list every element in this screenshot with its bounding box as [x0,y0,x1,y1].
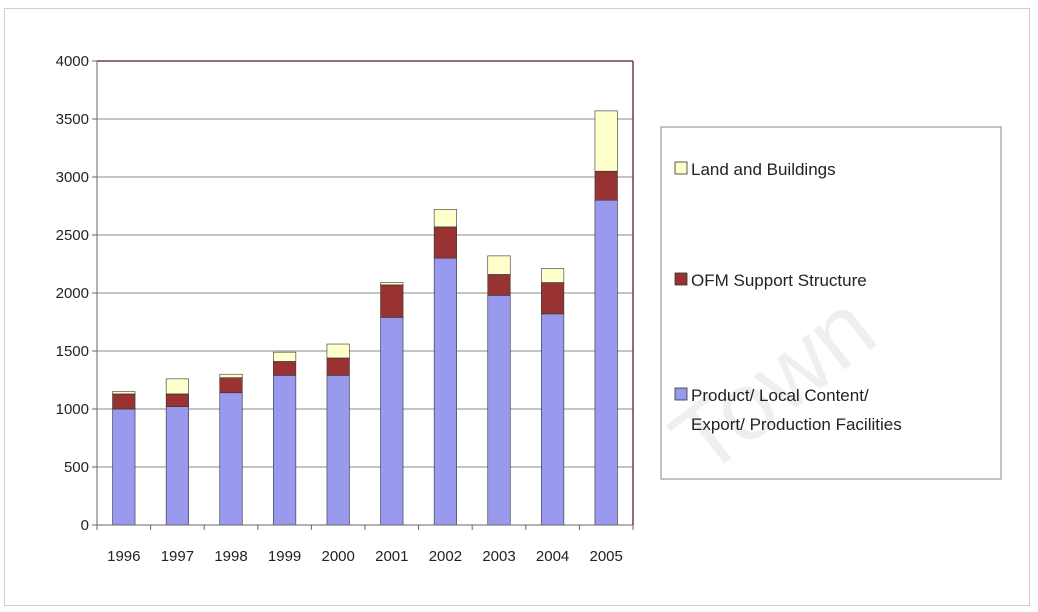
bar-segment [326,375,350,526]
bar-segment [594,110,618,172]
bar-segment [594,170,618,201]
y-tick-label: 1500 [56,343,89,360]
legend: Land and Buildings OFM Support Structure P… [660,126,1002,480]
bar-segment [112,408,136,526]
x-tick-label: 2002 [429,548,462,565]
bar-segment [487,255,511,275]
bar-segment [219,377,243,394]
bar-segment [380,284,404,318]
legend-box [660,126,1002,480]
bar-segment [326,357,350,376]
axes: 0 500 1000 1500 2000 2500 3000 3500 4000 1996 1997… [56,53,634,565]
bar-segment [380,282,404,286]
x-tick-label: 1997 [161,548,194,565]
bar-segment [326,343,350,359]
legend-label: Export/ Production Facilities [691,415,902,434]
bar-segment [165,406,189,526]
bar-segment [165,393,189,407]
x-tick-label: 1999 [268,548,301,565]
x-tick-label: 2001 [375,548,408,565]
legend-label: Land and Buildings [691,160,836,179]
bar-segment [273,375,297,526]
bar-segment [433,209,457,228]
legend-label: Product/ Local Content/ [691,386,869,405]
bar-segment [433,226,457,259]
legend-swatch [674,272,688,286]
bar-segment [541,268,565,283]
bar-segment [112,393,136,410]
x-tick-label: 1996 [107,548,140,565]
x-tick-label: 2000 [322,548,355,565]
y-tick-label: 1000 [56,401,89,418]
stacked-bar-chart: 0 500 1000 1500 2000 2500 3000 3500 4000 1996 1997… [56,53,1002,565]
bar-segment [433,257,457,526]
y-tick-label: 0 [81,517,89,534]
y-tick-label: 3000 [56,169,89,186]
legend-swatch [674,161,688,175]
legend-label: OFM Support Structure [691,271,867,290]
bar-segment [165,378,189,395]
chart-frame: 0 500 1000 1500 2000 2500 3000 3500 4000 1996 1997… [4,8,1030,606]
x-tick-label: 1998 [214,548,247,565]
y-tick-label: 2500 [56,227,89,244]
legend-swatch [674,387,688,401]
bar-segment [541,313,565,526]
y-tick-label: 2000 [56,285,89,302]
x-tick-label: 2003 [482,548,515,565]
bar-segment [487,274,511,296]
x-tick-label: 2004 [536,548,569,565]
bar-segment [487,295,511,526]
bar-segment [594,199,618,526]
y-tick-label: 500 [64,459,89,476]
bar-segment [219,373,243,378]
bar-segment [380,317,404,526]
bars [112,110,618,526]
bar-segment [273,361,297,376]
bar-segment [219,392,243,526]
bar-segment [541,282,565,315]
bar-segment [273,351,297,362]
y-tick-label: 3500 [56,111,89,128]
x-tick-label: 2005 [590,548,623,565]
bar-segment [112,391,136,395]
y-tick-label: 4000 [56,53,89,70]
